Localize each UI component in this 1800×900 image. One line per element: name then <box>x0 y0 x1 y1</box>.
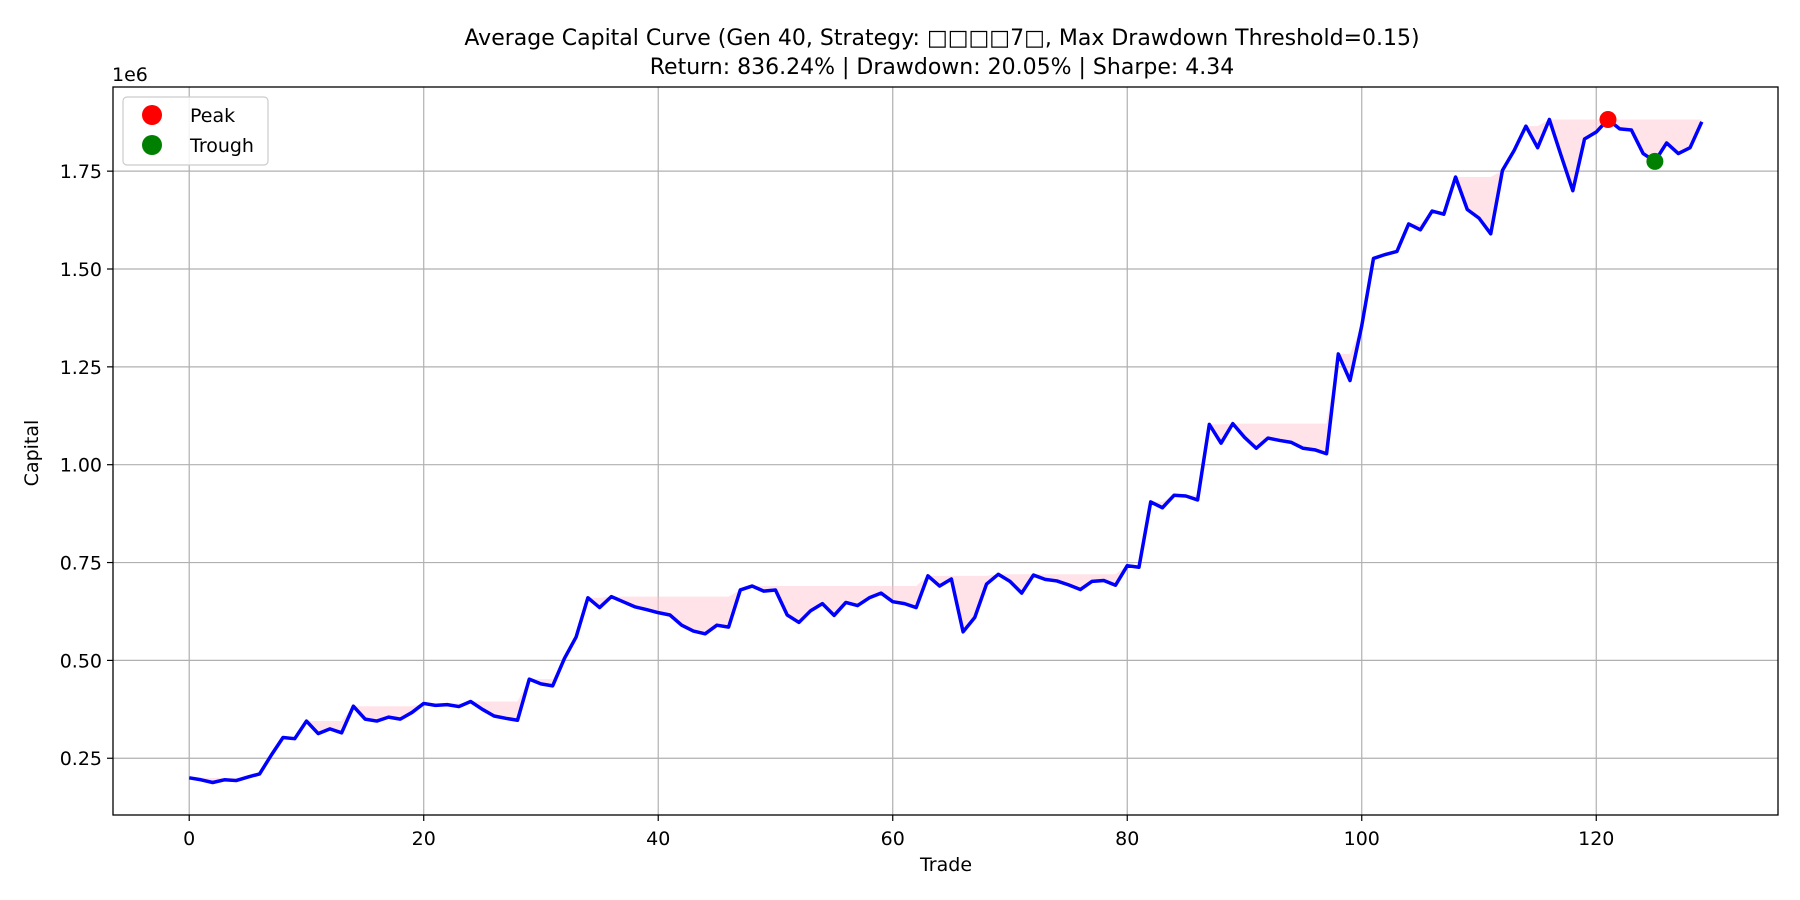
legend-peak-label: Peak <box>190 105 235 127</box>
y-tick-label: 0.25 <box>60 748 102 770</box>
x-tick-label: 60 <box>881 828 905 850</box>
x-tick-label: 0 <box>183 828 195 850</box>
drawdown-fill-areas <box>189 119 1702 783</box>
y-tick-label: 0.50 <box>60 650 102 672</box>
y-axis-label: Capital <box>21 420 43 487</box>
y-tick-label: 1.50 <box>60 259 102 281</box>
drawdown-area <box>189 119 1702 783</box>
axis-ticks: 0 20 40 60 80 100 120 0.25 0.50 0.75 1.00 1.25 1.50 1… <box>60 161 1615 850</box>
y-tick-label: 1.75 <box>60 161 102 183</box>
x-tick-label: 20 <box>412 828 436 850</box>
y-tick-label: 1.00 <box>60 455 102 477</box>
legend-trough-label: Trough <box>189 135 254 157</box>
chart-subtitle: Return: 836.24% | Drawdown: 20.05% | Sha… <box>650 55 1235 80</box>
trough-point <box>1646 152 1664 170</box>
x-axis-label: Trade <box>919 854 972 876</box>
x-tick-label: 80 <box>1115 828 1139 850</box>
y-offset-label: 1e6 <box>112 64 148 86</box>
y-tick-label: 0.75 <box>60 553 102 575</box>
chart-title: Average Capital Curve (Gen 40, Strategy:… <box>464 26 1419 51</box>
legend-trough-marker <box>142 135 162 155</box>
capital-line-series <box>188 117 1704 785</box>
grid-lines <box>113 87 1778 815</box>
legend-peak-marker <box>142 105 162 125</box>
y-tick-label: 1.25 <box>60 357 102 379</box>
x-tick-label: 100 <box>1344 828 1380 850</box>
x-tick-label: 40 <box>646 828 670 850</box>
x-tick-label: 120 <box>1578 828 1614 850</box>
peak-point <box>1599 110 1617 128</box>
peak-trough-markers <box>1599 110 1664 170</box>
capital-line <box>188 117 1704 785</box>
legend: Peak Trough <box>122 96 269 166</box>
plot-frame <box>112 86 1779 816</box>
